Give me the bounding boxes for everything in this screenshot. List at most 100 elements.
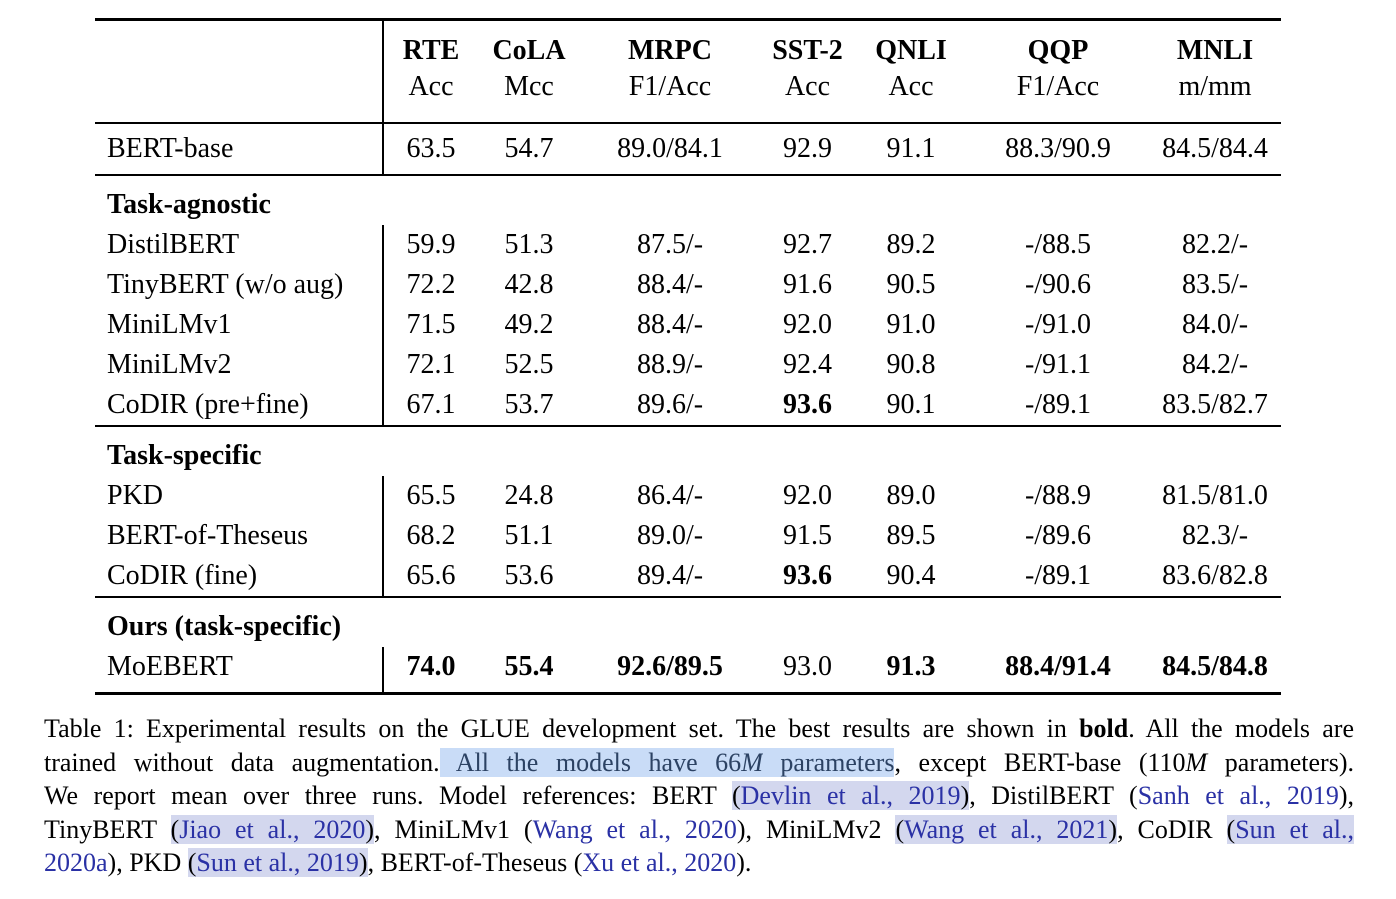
header-row: RTE Acc CoLA Mcc MRPC F1/Acc SST-2 Acc QNLI Acc QQ… — [95, 19, 1281, 124]
column-header-cola: CoLA Mcc — [478, 20, 580, 124]
value-cell: 83.6/82.8 — [1162, 560, 1268, 591]
column-metric: m/mm — [1178, 71, 1252, 102]
value-cell: 84.2/- — [1181, 349, 1249, 380]
caption-text: parameters). — [1207, 747, 1354, 777]
value-cell: -/91.0 — [1024, 309, 1092, 340]
caption-text: bold — [1079, 714, 1129, 743]
column-metric: Acc — [408, 71, 454, 102]
citation-link[interactable]: Wang et al., 2020 — [532, 814, 737, 844]
column-header-mnli: MNLI m/mm — [1149, 20, 1281, 124]
table-row: BERT-base 63.5 54.7 89.0/84.1 92.9 91.1 88.3/9… — [95, 123, 1281, 175]
model-name-cell: BERT-base — [107, 133, 234, 164]
citation-paren: ( — [187, 848, 197, 877]
column-header-rte: RTE Acc — [382, 19, 478, 123]
caption-line: trained without data augmentation. All t… — [44, 746, 1354, 780]
table-row: MoEBERT 74.0 55.4 92.6/89.5 93.0 91.3 88.4/91.… — [95, 647, 1281, 694]
value-cell: -/88.9 — [1024, 480, 1092, 511]
value-cell: 65.6 — [382, 556, 478, 597]
table-row: PKD 65.5 24.8 86.4/- 92.0 89.0 -/88.9 81.5/81.0 — [95, 476, 1281, 516]
citation-link[interactable]: Xu et al., 2020 — [582, 848, 737, 877]
citation-paren: ) — [358, 848, 368, 877]
value-cell: 83.5/82.7 — [1162, 389, 1268, 420]
citation-link[interactable]: Wang et al., 2021 — [904, 814, 1109, 844]
citation-link[interactable]: Sun et al., — [1235, 814, 1355, 844]
value-cell: -/89.1 — [1024, 560, 1092, 591]
value-cell: 88.4/91.4 — [1005, 651, 1111, 682]
column-metric: F1/Acc — [1016, 71, 1100, 102]
table-row: MiniLMv2 72.1 52.5 88.9/- 92.4 90.8 -/91.1 84.2… — [95, 345, 1281, 385]
value-cell: 54.7 — [504, 133, 554, 164]
section-title-row: Ours (task-specific) — [95, 597, 1281, 647]
citation-link[interactable]: Sun et al., 2019 — [196, 848, 359, 877]
caption-text: Table 1: Experimental results on the GLU… — [44, 714, 1080, 743]
value-cell: 89.4/- — [636, 560, 704, 591]
caption-text: TinyBERT — [44, 814, 171, 844]
citation-paren: ( — [1226, 814, 1236, 844]
value-cell: 53.7 — [504, 389, 554, 420]
value-cell: 84.0/- — [1181, 309, 1249, 340]
value-cell: 89.0/84.1 — [617, 133, 723, 164]
caption-text: ), MiniLMv2 — [736, 814, 896, 844]
value-cell: 51.1 — [504, 520, 554, 551]
caption-text: ), PKD — [107, 848, 188, 877]
column-metric: F1/Acc — [628, 71, 712, 102]
value-cell: -/90.6 — [1024, 269, 1092, 300]
value-cell: 55.4 — [504, 651, 554, 682]
citation-paren: ) — [960, 781, 970, 810]
value-cell: 92.4 — [783, 349, 832, 380]
table-row: CoDIR (fine) 65.6 53.6 89.4/- 93.6 90.4 -/89.1… — [95, 556, 1281, 597]
value-cell: 90.4 — [886, 560, 936, 591]
column-header-mrpc: MRPC F1/Acc — [580, 20, 760, 124]
column-name: SST-2 — [772, 35, 843, 66]
model-name-cell: DistilBERT — [107, 229, 240, 260]
citation-paren: ( — [731, 781, 741, 810]
value-cell: 89.5 — [886, 520, 936, 551]
citation-link[interactable]: Devlin et al., 2019 — [740, 781, 961, 810]
value-cell: 91.0 — [886, 309, 936, 340]
value-cell: 84.5/84.4 — [1162, 133, 1268, 164]
value-cell: 67.1 — [382, 385, 478, 426]
table-row: MiniLMv1 71.5 49.2 88.4/- 92.0 91.0 -/91.0 84.0… — [95, 305, 1281, 345]
caption-line: Table 1: Experimental results on the GLU… — [44, 712, 1354, 746]
results-table: RTE Acc CoLA Mcc MRPC F1/Acc SST-2 Acc QNLI Acc QQ… — [95, 18, 1281, 695]
highlight-annotation: All the models have 66 — [439, 747, 742, 777]
model-name-cell: BERT-of-Theseus — [107, 520, 309, 551]
value-cell: 72.2 — [382, 265, 478, 305]
table-row: CoDIR (pre+fine) 67.1 53.7 89.6/- 93.6 90.1 -/… — [95, 385, 1281, 426]
caption-line: 2020a), PKD (Sun et al., 2019), BERT-of-… — [44, 846, 1354, 880]
caption-line: We report mean over three runs. Model re… — [44, 779, 1354, 813]
value-cell: 92.6/89.5 — [617, 651, 723, 682]
caption-text: , CoDIR — [1117, 814, 1227, 844]
value-cell: 59.9 — [382, 225, 478, 265]
value-cell: 90.1 — [886, 389, 936, 420]
table-header: RTE Acc CoLA Mcc MRPC F1/Acc SST-2 Acc QNLI Acc QQ… — [95, 19, 1281, 124]
citation-paren: ) — [1108, 814, 1118, 844]
value-cell: 82.3/- — [1181, 520, 1249, 551]
math-var: M — [1185, 747, 1208, 777]
value-cell: 72.1 — [382, 345, 478, 385]
citation-link[interactable]: Sanh et al., 2019 — [1137, 781, 1339, 810]
value-cell: 84.5/84.8 — [1162, 651, 1268, 682]
column-name: CoLA — [492, 35, 566, 66]
value-cell: 49.2 — [504, 309, 554, 340]
model-name-cell: MiniLMv2 — [107, 349, 232, 380]
model-name-cell: MiniLMv1 — [107, 309, 232, 340]
column-name: RTE — [402, 35, 460, 66]
column-header-qqp: QQP F1/Acc — [967, 20, 1149, 124]
value-cell: 92.9 — [783, 133, 832, 164]
section-task-agnostic: Task-agnostic DistilBERT 59.9 51.3 87.5/- 92.… — [95, 175, 1281, 426]
value-cell: 89.0/- — [636, 520, 704, 551]
value-cell: 91.5 — [783, 520, 832, 551]
value-cell: 88.4/- — [636, 309, 704, 340]
value-cell: 81.5/81.0 — [1162, 480, 1268, 511]
value-cell: 87.5/- — [636, 229, 704, 260]
citation-link[interactable]: 2020a — [44, 848, 108, 877]
section-ours-task-specific-: Ours (task-specific) MoEBERT 74.0 55.4 92.6/… — [95, 597, 1281, 694]
value-cell: 74.0 — [382, 647, 478, 694]
value-cell: -/89.6 — [1024, 520, 1092, 551]
citation-link[interactable]: Jiao et al., 2020 — [179, 814, 366, 844]
model-name-cell: PKD — [107, 480, 164, 511]
value-cell: -/88.5 — [1024, 229, 1092, 260]
value-cell: 88.3/90.9 — [1005, 133, 1111, 164]
value-cell: 92.7 — [783, 229, 832, 260]
